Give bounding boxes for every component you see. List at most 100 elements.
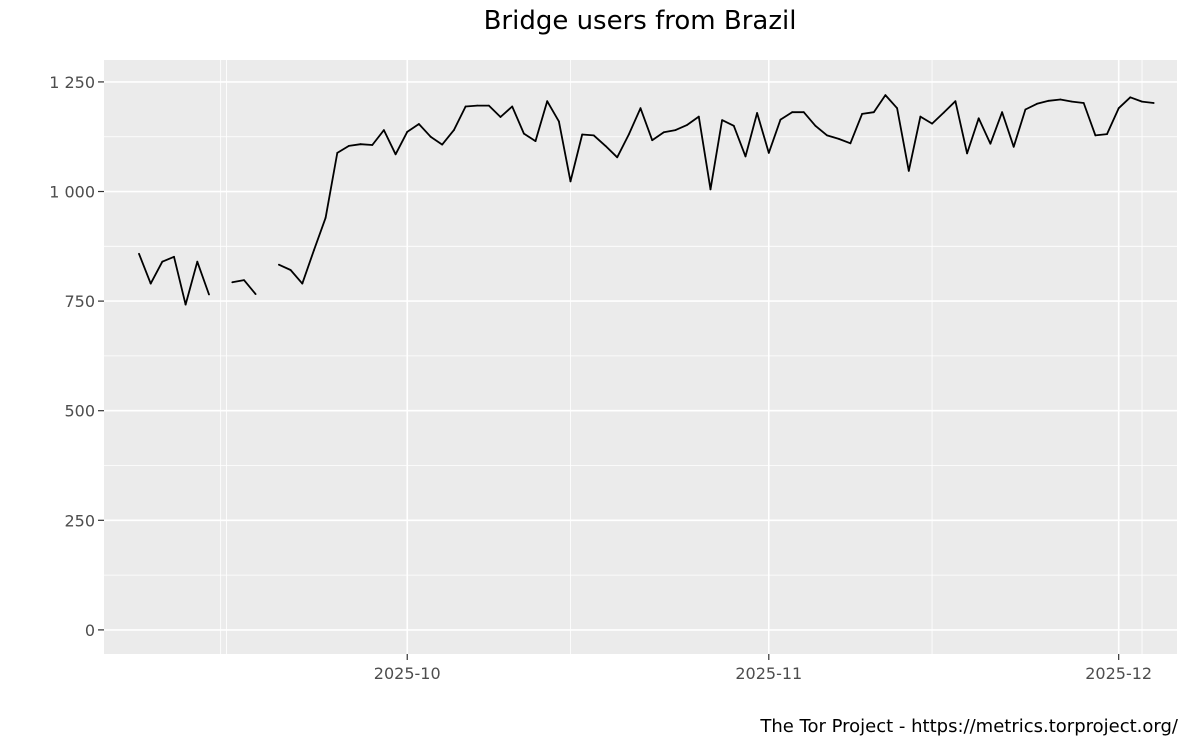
data-point [919, 115, 922, 118]
data-point [1117, 107, 1120, 110]
y-tick-label: 250 [64, 511, 95, 530]
data-point [802, 111, 805, 114]
data-point [523, 132, 525, 135]
data-point [1047, 99, 1050, 102]
data-point [849, 142, 852, 145]
y-tick-label: 1 250 [49, 73, 95, 92]
data-point [884, 94, 887, 96]
data-point [324, 216, 327, 219]
data-point [453, 129, 455, 132]
data-point [721, 119, 723, 121]
data-point [208, 293, 210, 296]
data-point [791, 111, 793, 114]
data-point [348, 145, 350, 147]
data-point [429, 135, 432, 138]
data-point [546, 100, 549, 103]
x-axis-tick-labels: 2025-10 2025-11 2025-12 [374, 664, 1152, 683]
data-point [359, 143, 362, 146]
data-point [534, 140, 537, 143]
data-point [394, 153, 397, 156]
data-point [1082, 102, 1085, 104]
data-point [872, 111, 875, 114]
data-point [604, 145, 607, 147]
data-point [581, 133, 584, 136]
axis-ticks [98, 81, 1120, 660]
x-tick-label: 2025-12 [1085, 664, 1152, 683]
data-point [569, 180, 572, 183]
data-point [406, 131, 409, 133]
data-point [861, 113, 863, 115]
data-point [1012, 145, 1015, 148]
data-point [767, 152, 770, 154]
data-point [989, 142, 992, 145]
y-tick-label: 0 [85, 621, 95, 640]
y-tick-label: 1 000 [49, 183, 95, 202]
data-points [138, 94, 1155, 306]
data-point [674, 129, 677, 132]
data-point [371, 144, 374, 146]
data-point [558, 120, 560, 123]
data-point [1036, 102, 1038, 105]
data-point [499, 116, 502, 118]
data-point [149, 282, 152, 285]
data-point [1106, 133, 1108, 136]
data-point [441, 143, 444, 146]
data-point [418, 123, 420, 125]
data-point [662, 131, 665, 134]
data-point [301, 282, 304, 285]
y-axis-tick-labels: 0 250 500 750 1 000 1 250 [49, 73, 95, 640]
data-point [907, 170, 910, 172]
data-point [1071, 100, 1073, 103]
data-point [732, 124, 735, 127]
data-point [1129, 96, 1132, 99]
data-point [196, 260, 199, 263]
x-tick-label: 2025-11 [735, 664, 802, 683]
data-point [592, 134, 595, 137]
data-point [231, 281, 234, 284]
data-point [651, 139, 654, 142]
data-point [756, 112, 758, 114]
data-point [616, 156, 619, 159]
data-point [896, 107, 898, 110]
data-point [1024, 108, 1027, 111]
data-point [779, 118, 782, 121]
data-point [686, 124, 689, 126]
data-point [511, 105, 514, 108]
source-caption: The Tor Project - https://metrics.torpro… [760, 716, 1178, 737]
data-point [254, 293, 257, 295]
y-tick-label: 750 [64, 292, 95, 311]
y-tick-label: 500 [64, 402, 95, 421]
data-point [1152, 102, 1155, 104]
data-point [138, 252, 140, 255]
data-point [1001, 111, 1003, 114]
data-point [977, 117, 980, 120]
data-point [966, 152, 968, 155]
grid-minor-lines [104, 60, 1177, 654]
data-point [1094, 134, 1097, 137]
data-point [1141, 100, 1143, 103]
data-point [954, 100, 957, 103]
data-point [184, 303, 187, 306]
data-point [313, 249, 315, 252]
series-line-segment [278, 94, 1154, 285]
data-point [744, 155, 747, 158]
data-point [161, 260, 164, 263]
data-point [837, 138, 840, 140]
data-point [639, 107, 642, 110]
data-point [278, 263, 280, 266]
data-point [627, 133, 630, 136]
data-point [826, 134, 828, 137]
data-point [488, 104, 490, 107]
data-point [289, 269, 292, 271]
data-point [173, 255, 175, 258]
data-point [942, 111, 945, 114]
data-point [476, 104, 479, 107]
data-point [336, 152, 339, 154]
data-point [243, 279, 245, 281]
plot-panel [104, 60, 1177, 654]
data-point [709, 188, 712, 191]
data-point [697, 115, 700, 118]
chart-title: Bridge users from Brazil [483, 6, 797, 36]
grid-major-lines [104, 60, 1177, 654]
